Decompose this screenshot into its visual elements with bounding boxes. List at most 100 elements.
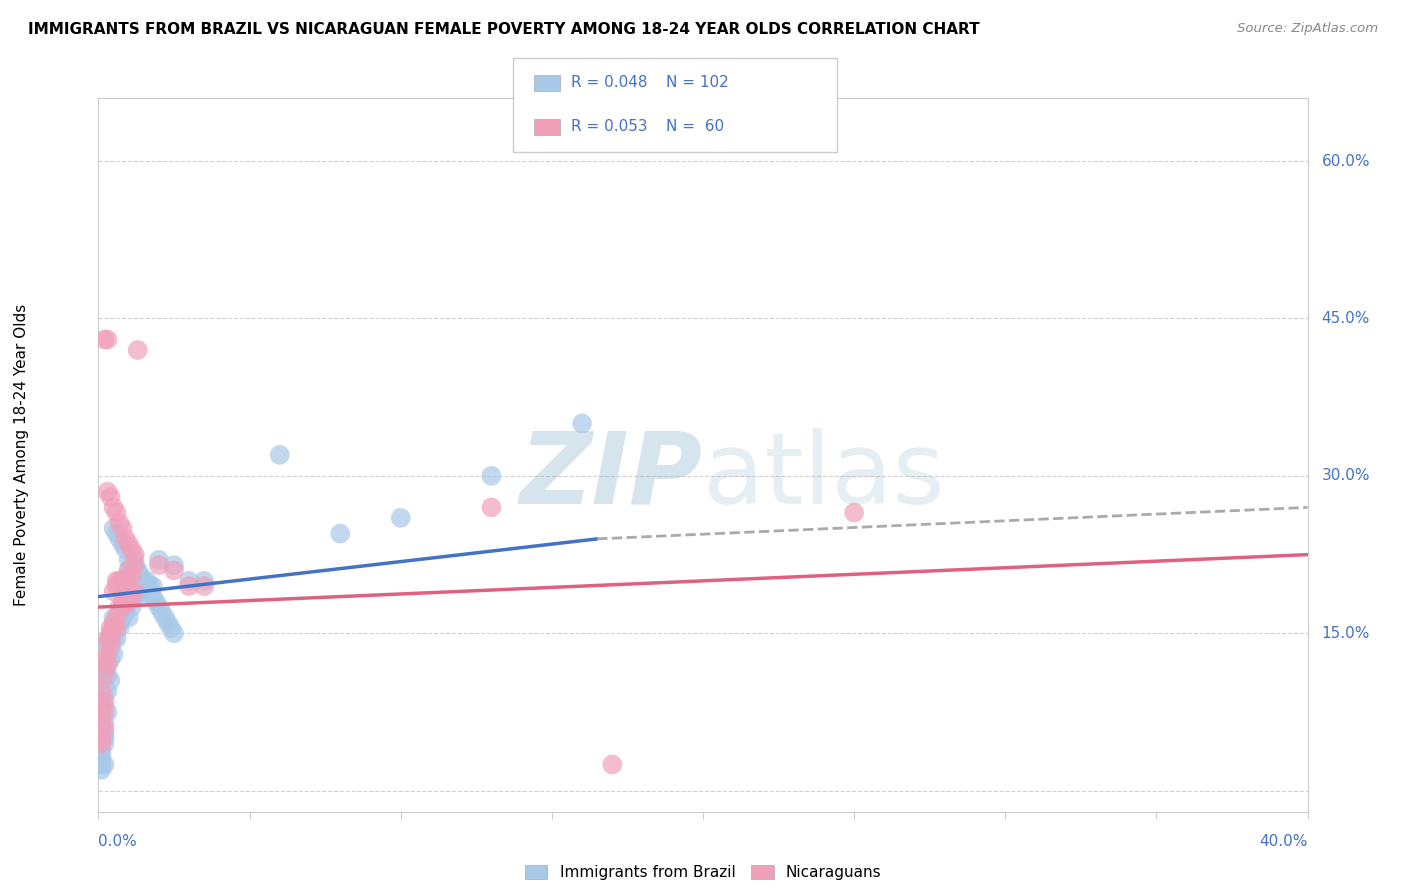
Point xyxy=(96,657,118,672)
Point xyxy=(121,590,143,604)
Point xyxy=(111,600,134,615)
Point xyxy=(127,563,149,577)
Point xyxy=(135,579,157,593)
Point xyxy=(114,584,136,599)
Point xyxy=(118,537,141,551)
Point xyxy=(105,615,128,630)
Point xyxy=(132,584,155,599)
Point xyxy=(96,648,118,662)
Text: 60.0%: 60.0% xyxy=(1322,153,1369,169)
Point xyxy=(93,699,115,714)
Point xyxy=(90,731,112,746)
Point xyxy=(132,574,155,588)
Point xyxy=(114,532,136,546)
Point xyxy=(100,626,122,640)
Point xyxy=(121,600,143,615)
Point xyxy=(269,448,291,462)
Point xyxy=(90,747,112,761)
Point xyxy=(103,521,125,535)
Point xyxy=(100,490,122,504)
Point xyxy=(111,579,134,593)
Point xyxy=(103,584,125,599)
Point xyxy=(96,684,118,698)
Point xyxy=(100,652,122,666)
Text: atlas: atlas xyxy=(703,428,945,524)
Point xyxy=(114,600,136,615)
Point xyxy=(103,615,125,630)
Point xyxy=(108,600,131,615)
Point xyxy=(124,584,146,599)
Point xyxy=(90,715,112,730)
Point xyxy=(108,532,131,546)
Point xyxy=(148,558,170,573)
Point xyxy=(160,621,183,635)
Point xyxy=(127,584,149,599)
Text: 30.0%: 30.0% xyxy=(1322,468,1369,483)
Point xyxy=(124,584,146,599)
Point xyxy=(118,610,141,624)
Point xyxy=(153,610,176,624)
Point xyxy=(111,579,134,593)
Point xyxy=(93,690,115,704)
Point xyxy=(100,642,122,657)
Point xyxy=(135,574,157,588)
Point xyxy=(96,705,118,719)
Point xyxy=(124,558,146,573)
Text: R = 0.048: R = 0.048 xyxy=(571,76,647,90)
Point xyxy=(108,615,131,630)
Point xyxy=(124,553,146,567)
Point xyxy=(193,574,215,588)
Point xyxy=(389,511,412,525)
Point xyxy=(177,574,201,588)
Text: R = 0.053: R = 0.053 xyxy=(571,120,647,134)
Point xyxy=(142,590,165,604)
Point xyxy=(114,605,136,619)
Point xyxy=(93,663,115,677)
Point xyxy=(124,558,146,573)
Point xyxy=(132,590,155,604)
Point xyxy=(118,584,141,599)
Point xyxy=(118,590,141,604)
Point xyxy=(100,673,122,688)
Point xyxy=(100,632,122,646)
Point xyxy=(118,563,141,577)
Point xyxy=(111,574,134,588)
Point xyxy=(93,694,115,708)
Text: IMMIGRANTS FROM BRAZIL VS NICARAGUAN FEMALE POVERTY AMONG 18-24 YEAR OLDS CORREL: IMMIGRANTS FROM BRAZIL VS NICARAGUAN FEM… xyxy=(28,22,980,37)
Point xyxy=(96,484,118,499)
Point xyxy=(90,721,112,735)
Point xyxy=(193,579,215,593)
Point xyxy=(96,333,118,347)
Point xyxy=(177,579,201,593)
Point xyxy=(118,579,141,593)
Point xyxy=(114,542,136,557)
Point xyxy=(93,715,115,730)
Point xyxy=(163,563,186,577)
Text: Female Poverty Among 18-24 Year Olds: Female Poverty Among 18-24 Year Olds xyxy=(14,304,28,606)
Point xyxy=(111,610,134,624)
Point xyxy=(93,731,115,746)
Point xyxy=(90,741,112,756)
Point xyxy=(90,710,112,724)
Point xyxy=(481,469,503,483)
Point xyxy=(93,668,115,682)
Point xyxy=(100,632,122,646)
Point xyxy=(103,500,125,515)
Point xyxy=(93,726,115,740)
Point xyxy=(100,621,122,635)
Point xyxy=(96,632,118,646)
Text: N =  60: N = 60 xyxy=(666,120,724,134)
Point xyxy=(124,590,146,604)
Point xyxy=(103,632,125,646)
Point xyxy=(571,417,593,431)
Point xyxy=(105,526,128,541)
Point xyxy=(103,621,125,635)
Point xyxy=(118,595,141,609)
Point xyxy=(139,584,162,599)
Point xyxy=(90,757,112,772)
Point xyxy=(100,637,122,651)
Point xyxy=(93,652,115,666)
Point xyxy=(129,568,152,582)
Point xyxy=(124,548,146,562)
Legend: Immigrants from Brazil, Nicaraguans: Immigrants from Brazil, Nicaraguans xyxy=(519,859,887,886)
